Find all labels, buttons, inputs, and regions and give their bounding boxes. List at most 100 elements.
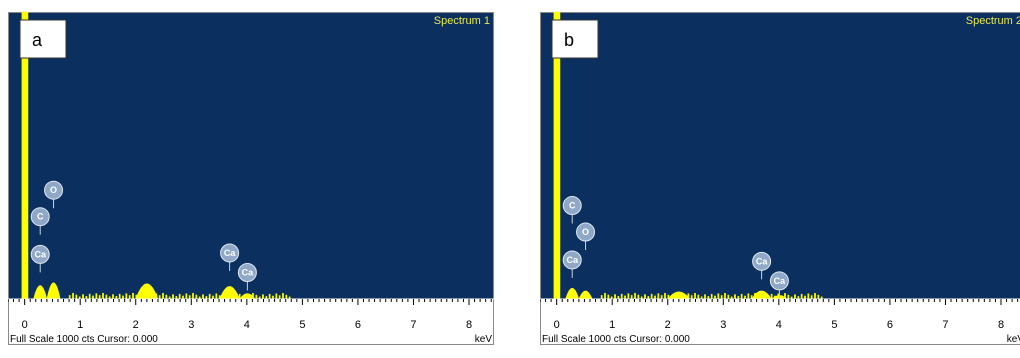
noise-mark: [630, 295, 633, 300]
noise-mark: [112, 294, 114, 300]
footer-scale-cursor: Full Scale 1000 cts Cursor: 0.000: [542, 334, 690, 345]
noise-mark: [278, 295, 281, 300]
noise-mark: [255, 294, 258, 300]
noise-mark: [282, 293, 284, 300]
noise-mark: [105, 294, 108, 300]
noise-mark: [724, 293, 726, 300]
noise-mark: [195, 294, 198, 300]
spectrum-title: Spectrum 1: [434, 15, 490, 27]
x-tick-label: 3: [188, 319, 194, 331]
noise-mark: [720, 295, 723, 300]
element-label: Ca: [566, 255, 578, 265]
panel-label-box: [19, 19, 67, 59]
noise-mark: [620, 293, 623, 300]
x-axis-unit: keV: [1007, 334, 1020, 345]
noise-mark: [607, 294, 610, 300]
x-tick-label: 2: [133, 319, 139, 331]
x-tick-label: 5: [831, 319, 837, 331]
noise-mark: [88, 293, 91, 300]
noise-mark: [637, 294, 640, 300]
noise-mark: [657, 293, 660, 300]
noise-mark: [664, 292, 666, 300]
noise-mark: [734, 294, 736, 300]
noise-mark: [165, 294, 168, 300]
noise-mark: [717, 293, 720, 300]
element-label: O: [50, 185, 57, 195]
noise-mark: [810, 295, 813, 300]
noise-mark: [178, 293, 181, 300]
x-tick-label: 3: [720, 319, 726, 331]
plot-area: [540, 12, 1020, 299]
element-label: C: [37, 212, 44, 222]
element-label: Ca: [224, 248, 236, 258]
axis-strip: [8, 299, 494, 317]
noise-mark: [600, 295, 603, 300]
x-tick-label: 6: [355, 319, 361, 331]
element-label-bubble: [220, 243, 240, 263]
noise-mark: [98, 295, 101, 300]
spectrum-panel-b: Spectrum 2 C O Ca Ca Ca 0 1 2 3 4 5 6 7 8 Full Scale 10…: [540, 0, 1020, 358]
element-label-bubble: [562, 250, 582, 270]
element-label: Ca: [242, 267, 254, 277]
noise-mark: [740, 293, 743, 300]
element-label: O: [582, 227, 589, 237]
noise-mark: [800, 293, 803, 300]
x-tick-label: 5: [299, 319, 305, 331]
spectrum-chart-b: Spectrum 2 C O Ca Ca Ca 0 1 2 3 4 5 6 7 8 Full Scale 10…: [540, 11, 1020, 345]
noise-mark: [727, 294, 730, 300]
element-label-bubble: [44, 180, 64, 200]
noise-mark: [208, 293, 211, 300]
noise-mark: [158, 295, 161, 300]
noise-mark: [102, 292, 104, 300]
x-tick-label: 8: [998, 319, 1004, 331]
noise-mark: [660, 295, 663, 300]
noise-mark: [807, 293, 810, 300]
noise-mark: [697, 294, 700, 300]
spectrum-chart-a: Spectrum 1 O C Ca Ca Ca 0 1 2 3 4 5 6 7 8 Full Scale 10…: [8, 11, 494, 345]
noise-mark: [82, 294, 84, 300]
noise-mark: [125, 293, 128, 300]
noise-mark: [794, 294, 796, 300]
element-label: C: [569, 201, 576, 211]
noise-mark: [172, 294, 174, 300]
x-tick-label: 1: [77, 319, 83, 331]
noise-mark: [690, 295, 693, 300]
element-label: Ca: [774, 276, 786, 286]
noise-mark: [75, 294, 78, 300]
x-tick-label: 8: [466, 319, 472, 331]
footer-scale-cursor: Full Scale 1000 cts Cursor: 0.000: [10, 334, 158, 345]
x-tick-label: 7: [410, 319, 416, 331]
noise-mark: [694, 292, 696, 300]
noise-mark: [185, 293, 188, 300]
noise-mark: [275, 293, 278, 300]
x-tick-label: 0: [554, 319, 560, 331]
noise-mark: [262, 294, 264, 300]
chart-frame: [8, 12, 494, 345]
noise-mark: [634, 292, 636, 300]
noise-mark: [188, 295, 191, 300]
noise-mark: [650, 293, 653, 300]
noise-mark: [118, 293, 121, 300]
x-tick-label: 4: [244, 319, 250, 331]
element-label-bubble: [237, 262, 257, 282]
noise-mark: [128, 295, 131, 300]
spectrum-panel-a: Spectrum 1 O C Ca Ca Ca 0 1 2 3 4 5 6 7 8 Full Scale 10…: [8, 0, 499, 358]
noise-mark: [162, 292, 164, 300]
x-tick-label: 0: [22, 319, 28, 331]
element-label-bubble: [30, 244, 50, 264]
panel-label: b: [564, 30, 574, 50]
chart-frame: [540, 12, 1020, 345]
noise-mark: [72, 292, 74, 300]
noise-mark: [814, 293, 816, 300]
spectrum-title: Spectrum 2: [966, 15, 1020, 27]
noise-mark: [268, 293, 271, 300]
x-axis-unit: keV: [475, 334, 493, 345]
noise-mark: [614, 294, 616, 300]
noise-mark: [787, 294, 790, 300]
noise-mark: [644, 294, 646, 300]
x-tick-label: 7: [942, 319, 948, 331]
noise-mark: [747, 293, 750, 300]
x-tick-label: 2: [665, 319, 671, 331]
plot-area: [8, 12, 494, 299]
noise-mark: [202, 294, 204, 300]
